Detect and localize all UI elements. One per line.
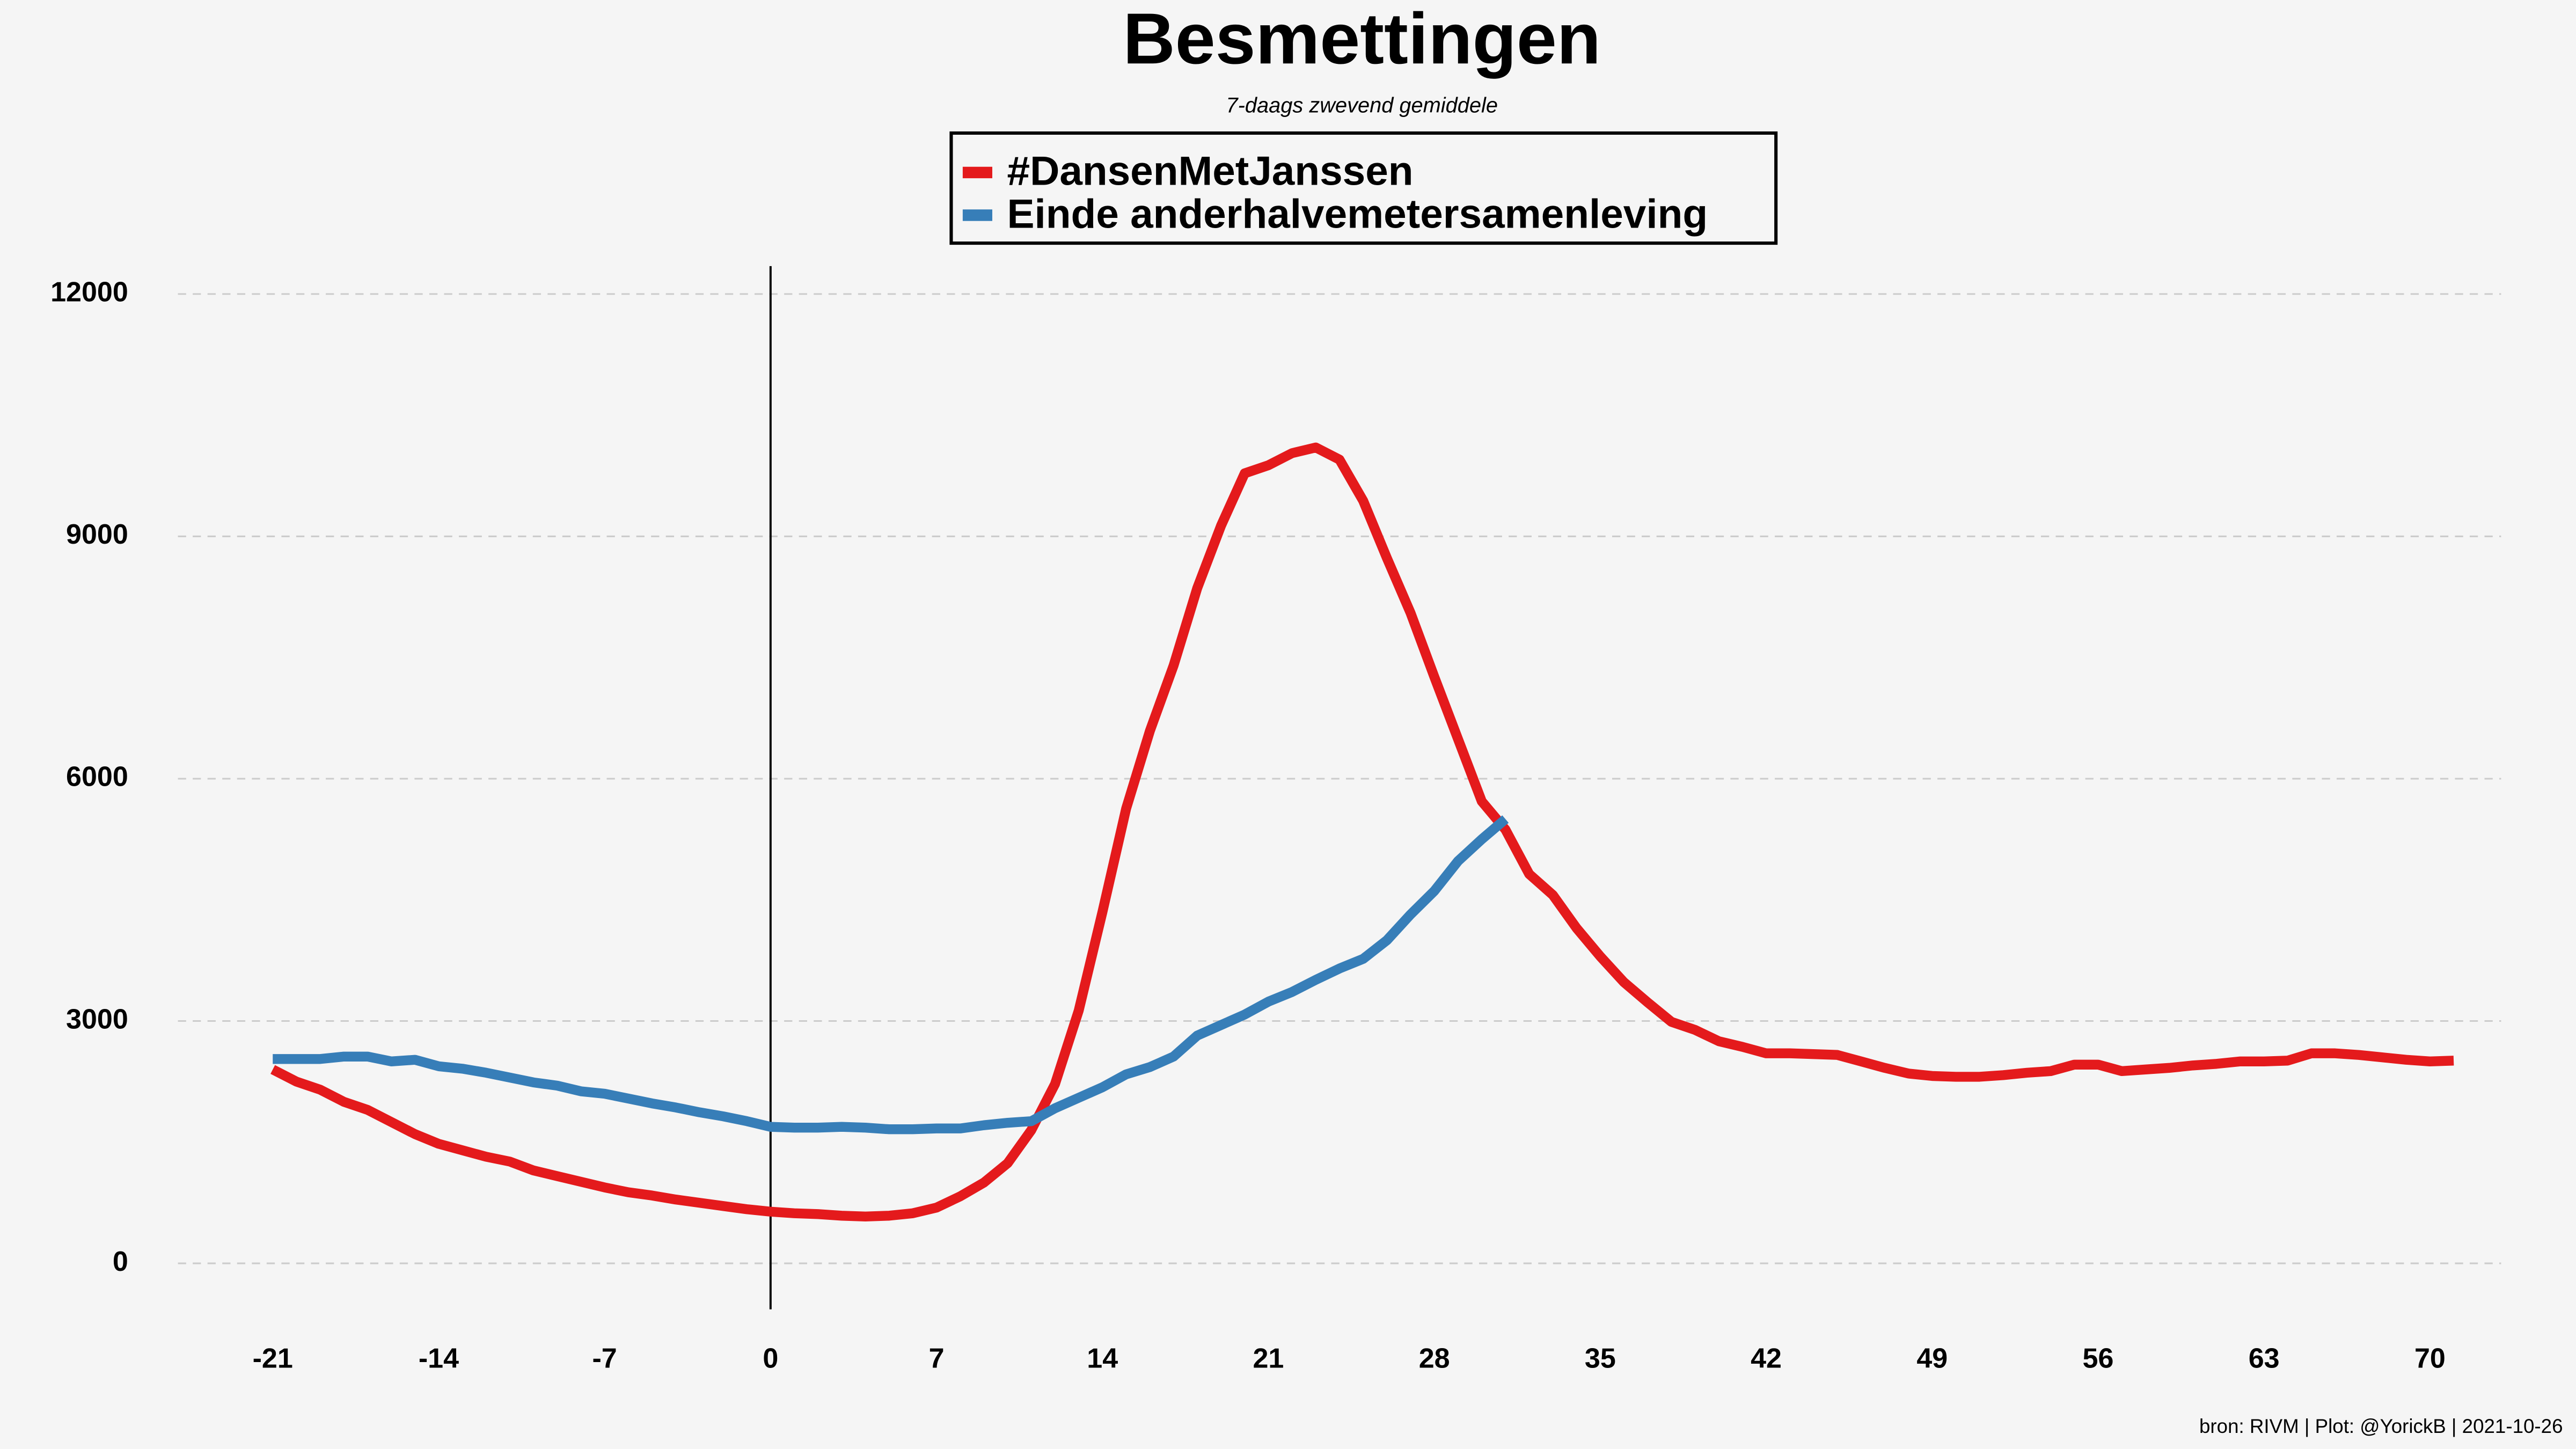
- x-tick-label: 7: [929, 1343, 945, 1374]
- series-line: [270, 442, 2454, 1221]
- x-tick-label: 21: [1253, 1343, 1284, 1374]
- x-tick-label: 56: [2083, 1343, 2114, 1374]
- x-tick-label: 14: [1087, 1343, 1118, 1374]
- legend-label: Einde anderhalvemetersamenleving: [1007, 191, 1708, 237]
- series-line: [273, 815, 1509, 1135]
- x-tick-label: -21: [253, 1343, 293, 1374]
- x-tick-label: -14: [419, 1343, 459, 1374]
- x-tick-label: 63: [2249, 1343, 2280, 1374]
- y-tick-label: 9000: [66, 519, 128, 550]
- chart-subtitle: 7-daags zwevend gemiddele: [1226, 93, 1498, 117]
- caption: bron: RIVM | Plot: @YorickB | 2021-10-26: [2199, 1415, 2563, 1437]
- x-tick-label: 42: [1751, 1343, 1782, 1374]
- legend-box: [949, 131, 1778, 245]
- y-tick-label: 3000: [66, 1004, 128, 1035]
- y-tick-label: 0: [113, 1246, 128, 1277]
- x-tick-label: 49: [1916, 1343, 1948, 1374]
- y-tick-label: 12000: [50, 277, 128, 308]
- x-tick-label: 35: [1585, 1343, 1616, 1374]
- x-tick-label: 0: [763, 1343, 778, 1374]
- y-tick-label: 6000: [66, 762, 128, 793]
- x-tick-label: 70: [2414, 1343, 2446, 1374]
- legend-label: #DansenMetJanssen: [1007, 149, 1414, 194]
- x-tick-label: -7: [592, 1343, 617, 1374]
- x-tick-label: 28: [1419, 1343, 1450, 1374]
- chart-title: Besmettingen: [1123, 0, 1601, 79]
